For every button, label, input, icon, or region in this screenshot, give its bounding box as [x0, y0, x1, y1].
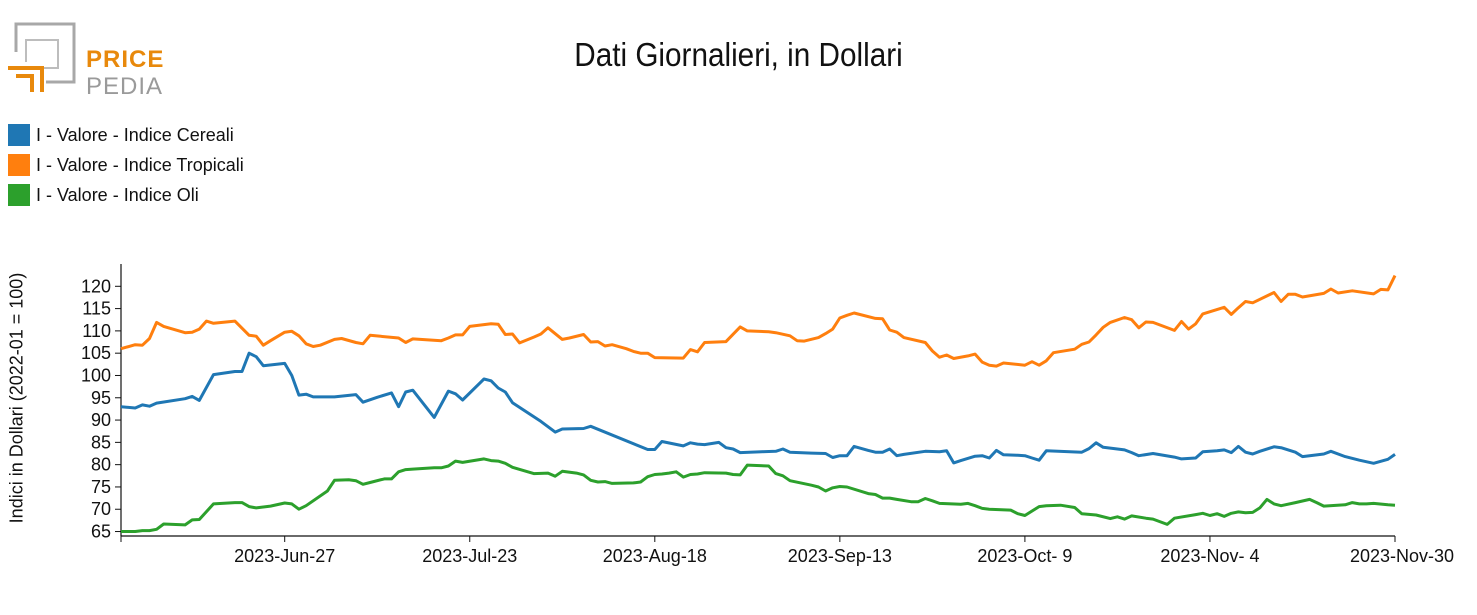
legend-label-cereali: I - Valore - Indice Cereali — [36, 124, 234, 145]
y-tick-label: 105 — [81, 343, 111, 363]
legend-swatch-oli — [8, 184, 30, 206]
x-tick-label: 2023-Jun-27 — [234, 546, 335, 566]
legend-swatch-cereali — [8, 124, 30, 146]
y-tick-label: 70 — [91, 499, 111, 519]
pricepedia-logo: PRICE PEDIA — [6, 22, 166, 100]
y-tick-label: 120 — [81, 276, 111, 296]
legend-label-tropicali: I - Valore - Indice Tropicali — [36, 154, 244, 175]
x-tick-label: 2023-Nov- 4 — [1160, 546, 1259, 566]
y-tick-label: 115 — [82, 299, 111, 319]
y-tick-label: 90 — [91, 410, 111, 430]
x-axis: 2023-Jun-27 2023-Jul-23 2023-Aug-18 2023-Se… — [120, 535, 1454, 566]
y-tick-label: 75 — [91, 477, 111, 497]
x-tick-label: 2023-Jul-23 — [422, 546, 517, 566]
y-tick-label: 80 — [91, 455, 111, 475]
x-tick-label: 2023-Oct- 9 — [977, 546, 1072, 566]
chart-title: Dati Giornalieri, in Dollari — [574, 36, 903, 73]
x-tick-label: 2023-Aug-18 — [603, 546, 707, 566]
plot-area — [120, 274, 1397, 533]
legend-item-tropicali[interactable]: I - Valore - Indice Tropicali — [8, 150, 244, 180]
legend-item-oli[interactable]: I - Valore - Indice Oli — [8, 180, 244, 210]
x-tick-label: 2023-Nov-30 — [1350, 546, 1454, 566]
legend-swatch-tropicali — [8, 154, 30, 176]
y-tick-label: 110 — [82, 321, 111, 341]
logo-text-price: PRICE — [86, 46, 165, 73]
logo-mark-icon — [8, 22, 76, 92]
y-tick-label: 95 — [91, 388, 111, 408]
series-line-2 — [121, 457, 1396, 533]
y-tick-label: 65 — [91, 522, 111, 542]
y-tick-label: 85 — [91, 432, 111, 452]
series-line-0 — [120, 351, 1396, 465]
legend-item-cereali[interactable]: I - Valore - Indice Cereali — [8, 120, 244, 150]
chart-legend: I - Valore - Indice Cereali I - Valore -… — [8, 120, 244, 210]
series-line-1 — [120, 274, 1397, 368]
y-tick-label: 100 — [81, 365, 111, 385]
logo-text-pedia: PEDIA — [86, 73, 164, 100]
legend-label-oli: I - Valore - Indice Oli — [36, 184, 199, 205]
x-tick-label: 2023-Sep-13 — [788, 546, 892, 566]
